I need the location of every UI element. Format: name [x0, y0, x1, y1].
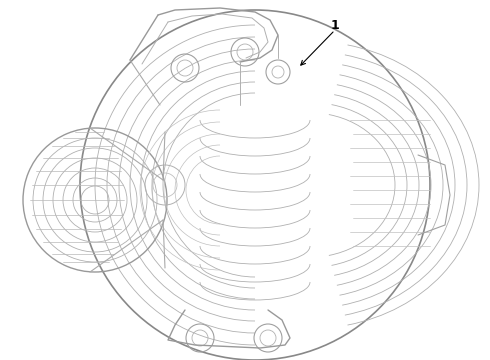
Text: 1: 1 — [331, 18, 340, 32]
